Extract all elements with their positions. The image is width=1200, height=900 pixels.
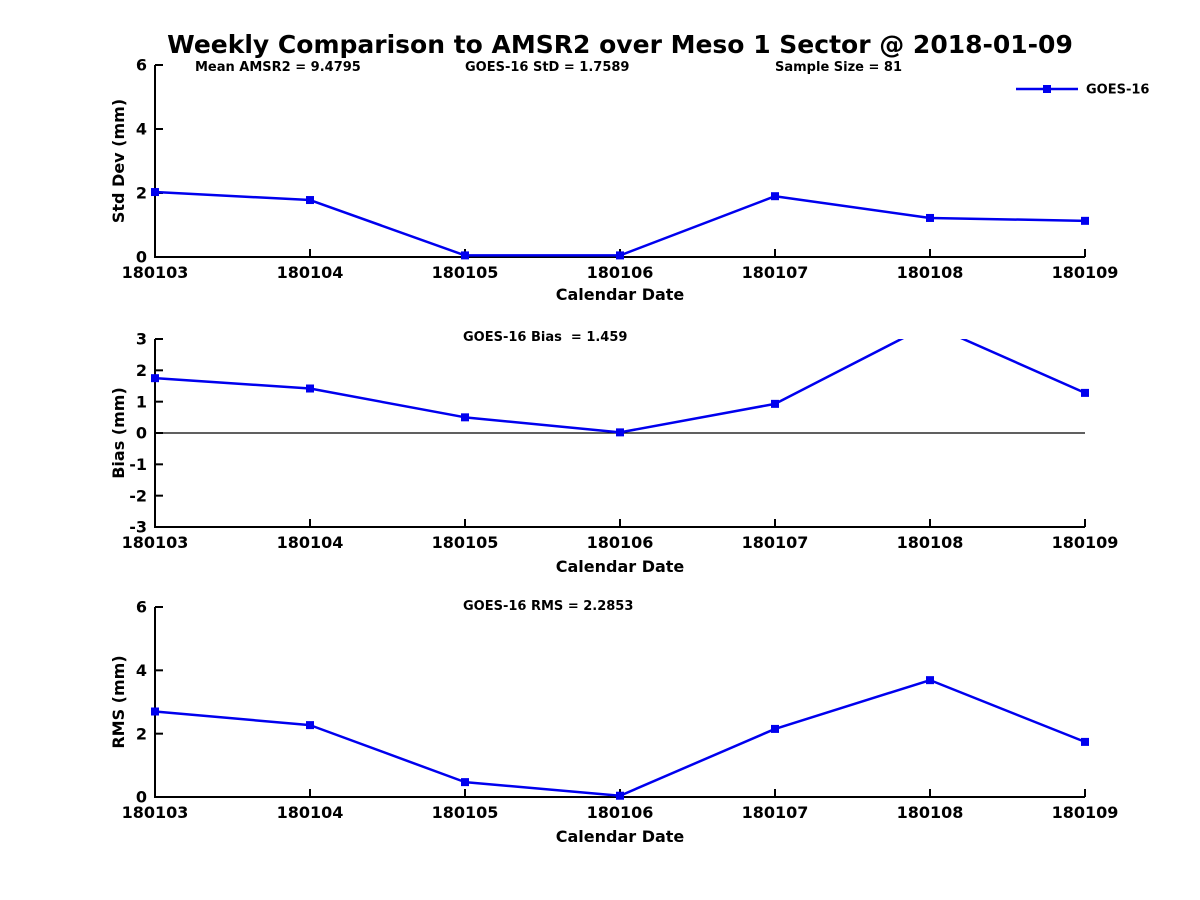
rms-chart-title: GOES-16 RMS = 2.2853 xyxy=(463,599,633,614)
data-point-marker xyxy=(1081,737,1089,746)
stddev-plot: 0 2 4 6 180103 180104 180105 180106 180107 180108… xyxy=(122,56,1119,282)
data-point-marker xyxy=(1081,216,1089,225)
series-line xyxy=(154,678,1086,797)
x-tick-label: 180106 xyxy=(587,263,654,282)
data-point-marker xyxy=(461,251,469,260)
legend-label: GOES-16 xyxy=(1086,83,1149,98)
data-point-marker xyxy=(926,213,934,222)
xlabel-rms: Calendar Date xyxy=(556,827,685,846)
y-tick-label: 2 xyxy=(136,361,147,380)
data-point-marker xyxy=(616,251,624,260)
ylabel-stddev: Std Dev (mm) xyxy=(109,99,128,223)
data-point-marker xyxy=(306,384,314,393)
y-tick-label: 0 xyxy=(136,424,147,443)
x-tick-label: 180105 xyxy=(432,803,499,822)
data-point-marker xyxy=(151,188,159,197)
figure-title: Weekly Comparison to AMSR2 over Meso 1 S… xyxy=(167,30,1073,59)
x-tick-label: 180105 xyxy=(432,533,499,552)
data-point-marker xyxy=(1081,388,1089,397)
x-tick-label: 180108 xyxy=(897,803,964,822)
x-tick-label: 180107 xyxy=(742,533,809,552)
x-tick-label: 180103 xyxy=(122,803,189,822)
y-tick-label: 6 xyxy=(136,598,147,617)
legend-marker-icon xyxy=(1043,85,1051,93)
bias-plot: -3 -2 -1 0 1 2 3 180103 180104 180105 180106 180107… xyxy=(122,320,1119,552)
xlabel-bias: Calendar Date xyxy=(556,557,685,576)
x-tick-label: 180104 xyxy=(277,803,344,822)
bias-chart-title: GOES-16 Bias = 1.459 xyxy=(463,330,627,345)
xlabel-stddev: Calendar Date xyxy=(556,285,685,304)
y-tick-label: 1 xyxy=(136,392,147,411)
data-point-marker xyxy=(771,724,779,733)
series-GOES-16 xyxy=(151,188,1089,260)
y-tick-label: -3 xyxy=(129,518,147,537)
y-tick-label: 2 xyxy=(136,724,147,743)
x-tick-label: 180109 xyxy=(1052,263,1119,282)
y-tick-label: -2 xyxy=(129,486,147,505)
series-line xyxy=(154,190,1086,257)
x-tick-label: 180106 xyxy=(587,803,654,822)
x-tick-label: 180106 xyxy=(587,533,654,552)
data-point-marker xyxy=(926,676,934,685)
x-tick-label: 180109 xyxy=(1052,803,1119,822)
y-tick-label: 4 xyxy=(136,120,147,139)
y-tick-label: 3 xyxy=(136,330,147,349)
data-point-marker xyxy=(461,778,469,787)
y-tick-label: 4 xyxy=(136,661,147,680)
x-tick-label: 180108 xyxy=(897,263,964,282)
x-tick-label: 180105 xyxy=(432,263,499,282)
data-point-marker xyxy=(151,707,159,716)
annotation-mean-amsr2: Mean AMSR2 = 9.4795 xyxy=(195,60,361,75)
annotation-goes16-std: GOES-16 StD = 1.7589 xyxy=(465,60,629,75)
data-point-marker xyxy=(616,791,624,800)
data-point-marker xyxy=(461,413,469,422)
annotation-sample-size: Sample Size = 81 xyxy=(775,60,902,75)
y-tick-label: 6 xyxy=(136,56,147,75)
data-point-marker xyxy=(771,399,779,408)
rms-plot: 0 2 4 6 180103 180104 180105 180106 180107 180108… xyxy=(122,598,1119,822)
x-tick-label: 180103 xyxy=(122,263,189,282)
data-point-marker xyxy=(616,428,624,437)
data-point-marker xyxy=(151,374,159,383)
x-tick-label: 180107 xyxy=(742,263,809,282)
x-tick-label: 180109 xyxy=(1052,533,1119,552)
y-tick-label: 2 xyxy=(136,184,147,203)
ylabel-bias: Bias (mm) xyxy=(109,387,128,479)
data-point-marker xyxy=(926,320,934,328)
series-GOES-16 xyxy=(151,320,1089,437)
x-tick-label: 180104 xyxy=(277,533,344,552)
data-point-marker xyxy=(306,196,314,205)
y-tick-label: 0 xyxy=(136,248,147,267)
data-point-marker xyxy=(771,192,779,201)
x-tick-label: 180107 xyxy=(742,803,809,822)
x-tick-label: 180104 xyxy=(277,263,344,282)
y-tick-label: -1 xyxy=(129,455,147,474)
data-point-marker xyxy=(306,721,314,730)
y-tick-label: 0 xyxy=(136,788,147,807)
ylabel-rms: RMS (mm) xyxy=(109,655,128,748)
series-GOES-16 xyxy=(151,676,1089,800)
x-tick-label: 180108 xyxy=(897,533,964,552)
legend: GOES-16 xyxy=(1016,83,1149,98)
x-tick-label: 180103 xyxy=(122,533,189,552)
